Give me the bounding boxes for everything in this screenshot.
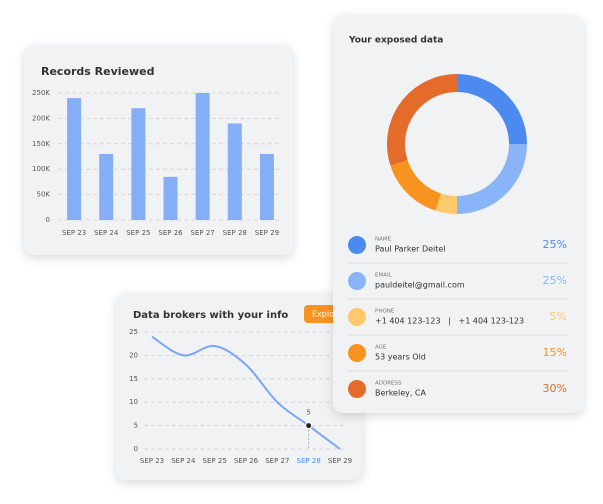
y-tick-label: 50K (37, 191, 51, 199)
x-tick-label: SEP 26 (158, 229, 183, 237)
chart-title: Your exposed data (348, 36, 443, 46)
y-tick-label: 0 (46, 216, 50, 224)
legend-dot (348, 380, 366, 398)
percent-label: 5% (550, 310, 567, 323)
bar (227, 123, 242, 220)
legend-dot (348, 308, 366, 326)
x-tick-label: SEP 27 (191, 229, 215, 237)
x-tick-label: SEP 29 (328, 457, 352, 465)
y-tick-label: 100K (32, 165, 50, 173)
bar (195, 93, 210, 220)
x-tick-label: SEP 28 (297, 457, 321, 465)
chart-title: Data brokers with your info (133, 310, 288, 321)
field-value: 53 years Old (375, 353, 426, 362)
x-tick-label: SEP 23 (62, 229, 86, 237)
x-tick-label: SEP 25 (203, 457, 227, 465)
highlight-point (305, 422, 313, 430)
y-tick-label: 0 (134, 445, 138, 453)
point-label: 5 (306, 409, 310, 417)
y-tick-label: 10 (129, 398, 138, 406)
percent-label: 15% (543, 346, 567, 359)
field-value: Paul Parker Deitel (375, 245, 446, 254)
y-tick-label: 20 (129, 351, 138, 359)
line-card: Data brokers with your info Explore 0 5 10… (116, 293, 362, 480)
legend-dot (348, 344, 366, 362)
x-tick-label: SEP 27 (265, 457, 289, 465)
donut-segment (457, 144, 527, 214)
x-tick-label: SEP 28 (223, 229, 247, 237)
x-tick-label: SEP 24 (171, 457, 196, 465)
bar (131, 108, 146, 220)
x-tick-label: SEP 23 (140, 457, 164, 465)
percent-label: 25% (543, 274, 567, 287)
card (24, 45, 293, 255)
x-tick-label: SEP 26 (234, 457, 259, 465)
y-tick-label: 250K (32, 89, 50, 97)
y-tick-label: 15 (129, 375, 138, 383)
y-tick-label: 25 (129, 328, 138, 336)
field-label: AGE (375, 345, 387, 351)
donut-segment (435, 193, 457, 214)
bar (259, 153, 274, 220)
donut-segment (390, 160, 441, 211)
field-label: ADDRESS (375, 381, 402, 387)
field-label: EMAIL (375, 273, 393, 279)
bar (163, 176, 178, 220)
legend-dot (348, 272, 366, 290)
chart-title: Records Reviewed (41, 65, 155, 78)
donut-segment (387, 74, 457, 166)
percent-label: 25% (543, 238, 567, 251)
field-value: +1 404 123-123 | +1 404 123-123 (375, 317, 524, 326)
x-tick-label: SEP 29 (255, 229, 279, 237)
explore-button-label[interactable]: Explore (312, 310, 342, 319)
y-tick-label: 150K (32, 140, 50, 148)
y-tick-label: 5 (134, 422, 138, 430)
donut-card: Your exposed data NAME Paul Parker Deitel… (333, 15, 583, 413)
field-label: PHONE (375, 309, 395, 315)
bar (99, 153, 114, 220)
bar (67, 98, 82, 220)
x-tick-label: SEP 24 (94, 229, 119, 237)
card (116, 293, 362, 480)
x-tick-label: SEP 25 (126, 229, 150, 237)
field-value: Berkeley, CA (375, 389, 427, 398)
donut-segment (457, 74, 527, 144)
percent-label: 30% (543, 382, 567, 395)
field-label: NAME (375, 237, 392, 243)
y-tick-label: 200K (32, 114, 50, 122)
field-value: pauldeitel@gmail.com (375, 281, 465, 290)
legend-dot (348, 236, 366, 254)
bar-card: Records Reviewed 0 50K 100K 150K 200K 250K SEP… (24, 45, 293, 255)
